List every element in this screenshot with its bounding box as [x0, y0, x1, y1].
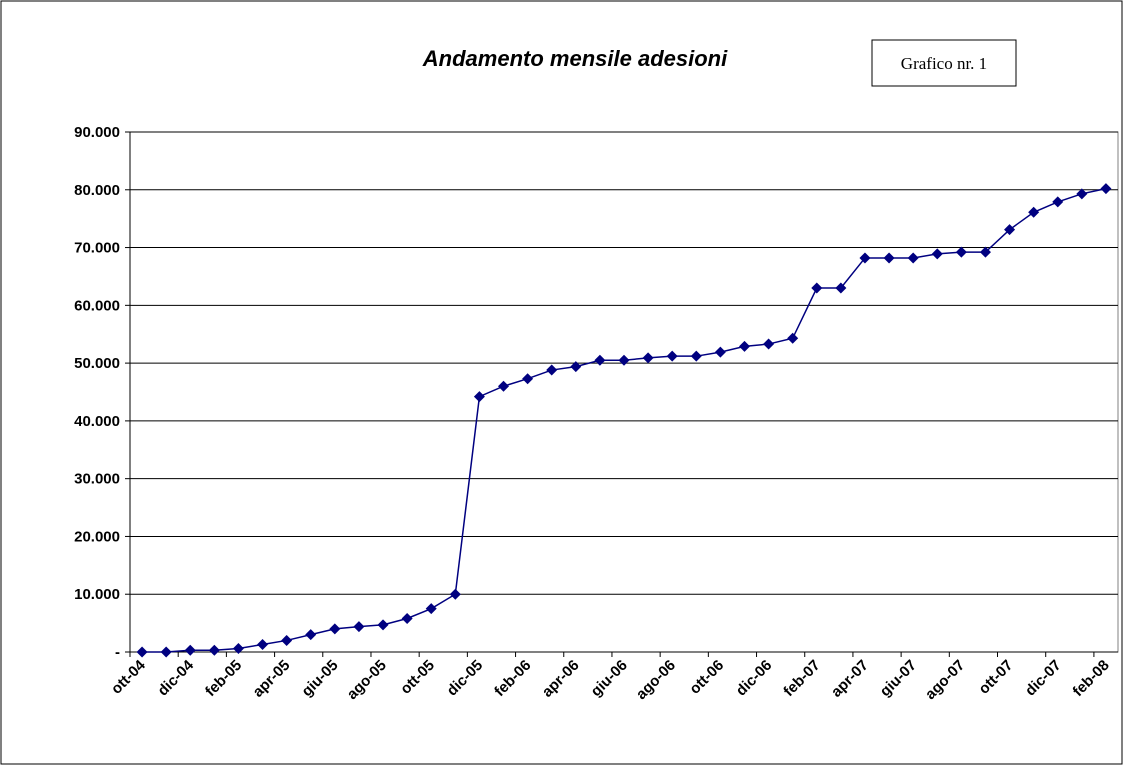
- data-point: [546, 364, 558, 376]
- data-point: [473, 391, 485, 403]
- data-point: [305, 629, 317, 641]
- y-tick-label: 60.000: [74, 297, 120, 314]
- data-point: [955, 246, 967, 258]
- data-point: [811, 282, 823, 294]
- data-point: [1100, 183, 1112, 195]
- data-point: [208, 644, 220, 656]
- data-point: [570, 361, 582, 373]
- data-point: [1004, 224, 1016, 236]
- y-tick-label: 90.000: [74, 124, 120, 141]
- data-point: [931, 248, 943, 260]
- data-point: [1076, 188, 1088, 200]
- data-point: [979, 246, 991, 258]
- data-point: [329, 623, 341, 635]
- y-tick-label: 70.000: [74, 240, 120, 257]
- plot-area: [129, 131, 1119, 653]
- data-point: [522, 373, 534, 385]
- data-point: [907, 252, 919, 264]
- data-point: [883, 252, 895, 264]
- data-point: [618, 354, 630, 366]
- data-point: [859, 252, 871, 264]
- data-point: [835, 282, 847, 294]
- data-point: [690, 350, 702, 362]
- data-point: [738, 340, 750, 352]
- y-tick-label: 20.000: [74, 528, 120, 545]
- data-point: [666, 350, 678, 362]
- data-point: [401, 612, 413, 624]
- annotation: Grafico nr. 1: [901, 54, 987, 73]
- data-point: [498, 380, 510, 392]
- data-point: [1052, 196, 1064, 208]
- data-point: [353, 621, 365, 633]
- data-point: [1028, 206, 1040, 218]
- data-point: [714, 346, 726, 358]
- annotation-box: [871, 39, 1017, 87]
- data-point: [642, 352, 654, 364]
- y-tick-label: 40.000: [74, 413, 120, 430]
- data-point: [257, 638, 269, 650]
- data-point: [232, 643, 244, 655]
- y-tick-label: -: [115, 644, 120, 661]
- y-tick-label: 10.000: [74, 586, 120, 603]
- data-point: [449, 588, 461, 600]
- data-point: [160, 646, 172, 658]
- y-tick-label: 30.000: [74, 471, 120, 488]
- data-point: [787, 332, 799, 344]
- data-point: [184, 644, 196, 656]
- data-point: [425, 603, 437, 615]
- data-point: [377, 619, 389, 631]
- data-point: [136, 646, 148, 658]
- y-tick-label: 80.000: [74, 182, 120, 199]
- data-point: [763, 338, 775, 350]
- data-point: [281, 634, 293, 646]
- y-tick-label: 50.000: [74, 355, 120, 372]
- chart-title: Andamento mensile adesioni: [422, 46, 728, 71]
- data-point: [594, 354, 606, 366]
